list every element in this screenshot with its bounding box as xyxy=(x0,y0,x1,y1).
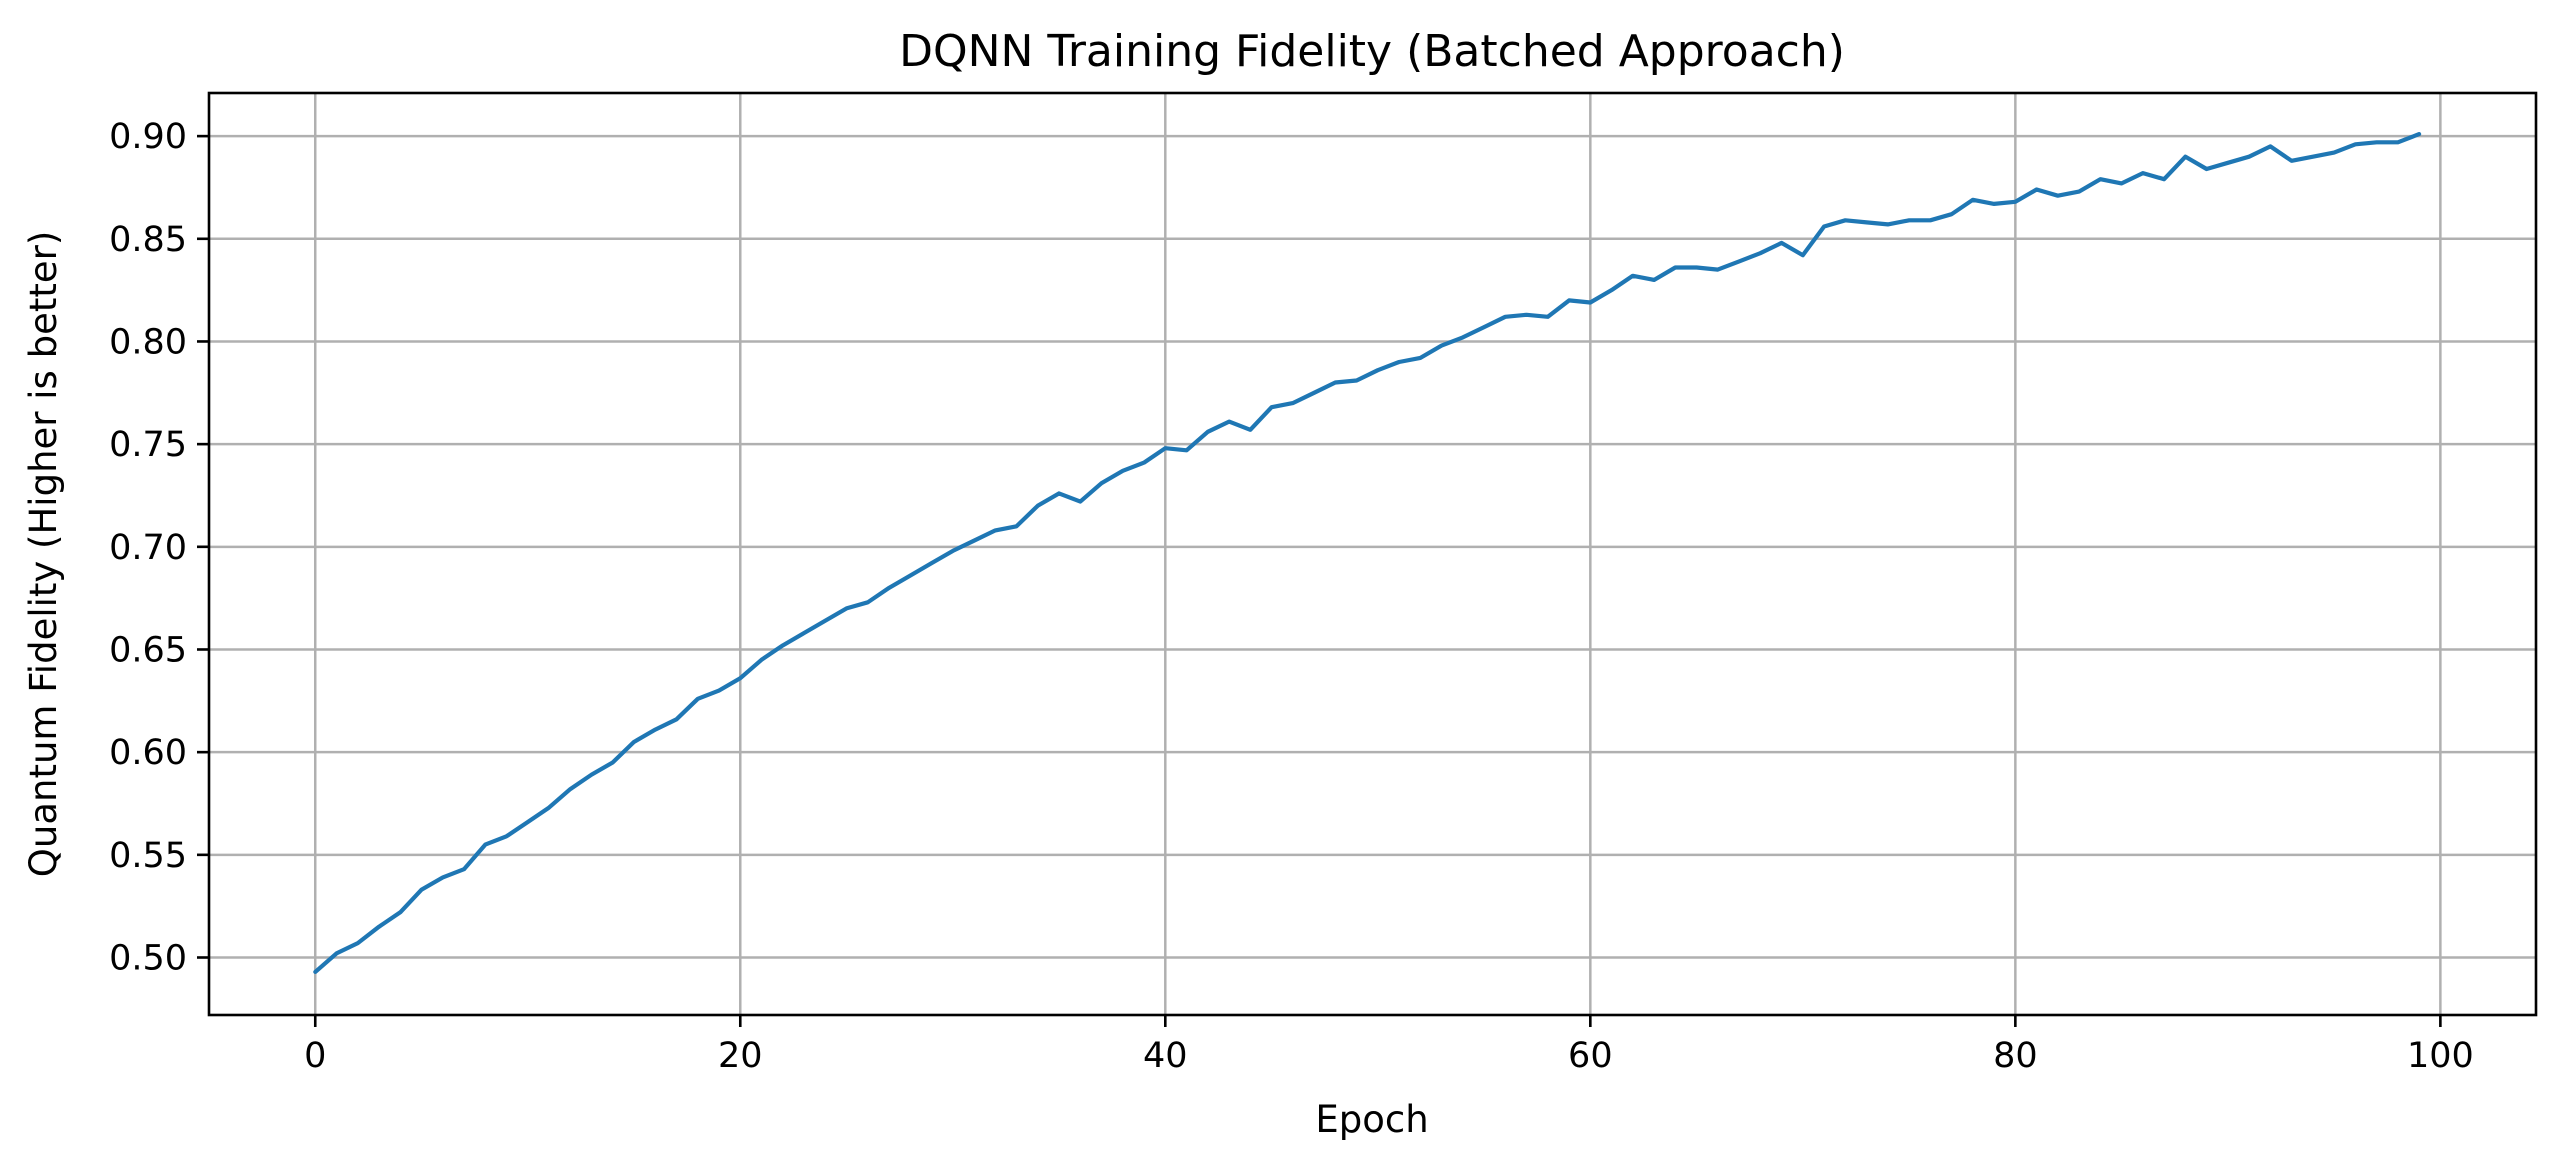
y-tick-label: 0.60 xyxy=(109,733,187,773)
x-tick-label: 20 xyxy=(718,1036,763,1076)
x-tick-label: 80 xyxy=(1993,1036,2038,1076)
chart-title: DQNN Training Fidelity (Batched Approach… xyxy=(899,26,1845,77)
y-tick-label: 0.80 xyxy=(109,322,187,362)
y-tick-label: 0.50 xyxy=(109,939,187,979)
fidelity-series-line xyxy=(313,132,2422,975)
y-tick-label: 0.55 xyxy=(109,836,187,876)
plot-area-frame xyxy=(207,91,2538,1017)
y-tick-label: 0.85 xyxy=(109,220,187,260)
y-axis-label: Quantum Fidelity (Higher is better) xyxy=(22,231,65,878)
y-tick-label: 0.90 xyxy=(109,117,187,157)
y-tick-label: 0.75 xyxy=(109,425,187,465)
x-tick-label: 60 xyxy=(1568,1036,1613,1076)
y-tick-label: 0.70 xyxy=(109,528,187,568)
x-tick-label: 100 xyxy=(2407,1036,2474,1076)
y-tick-label: 0.65 xyxy=(109,630,187,670)
x-tick-label: 40 xyxy=(1143,1036,1188,1076)
x-tick-label: 0 xyxy=(304,1036,326,1076)
grid-lines xyxy=(209,93,2536,1015)
y-axis: 0.50 0.55 0.60 0.65 0.70 0.75 0.80 0.85 0.90 xyxy=(109,117,209,979)
x-axis-label: Epoch xyxy=(1315,1098,1428,1141)
series-layer xyxy=(313,132,2422,975)
x-axis: 0 20 40 60 80 100 xyxy=(304,1015,2474,1076)
